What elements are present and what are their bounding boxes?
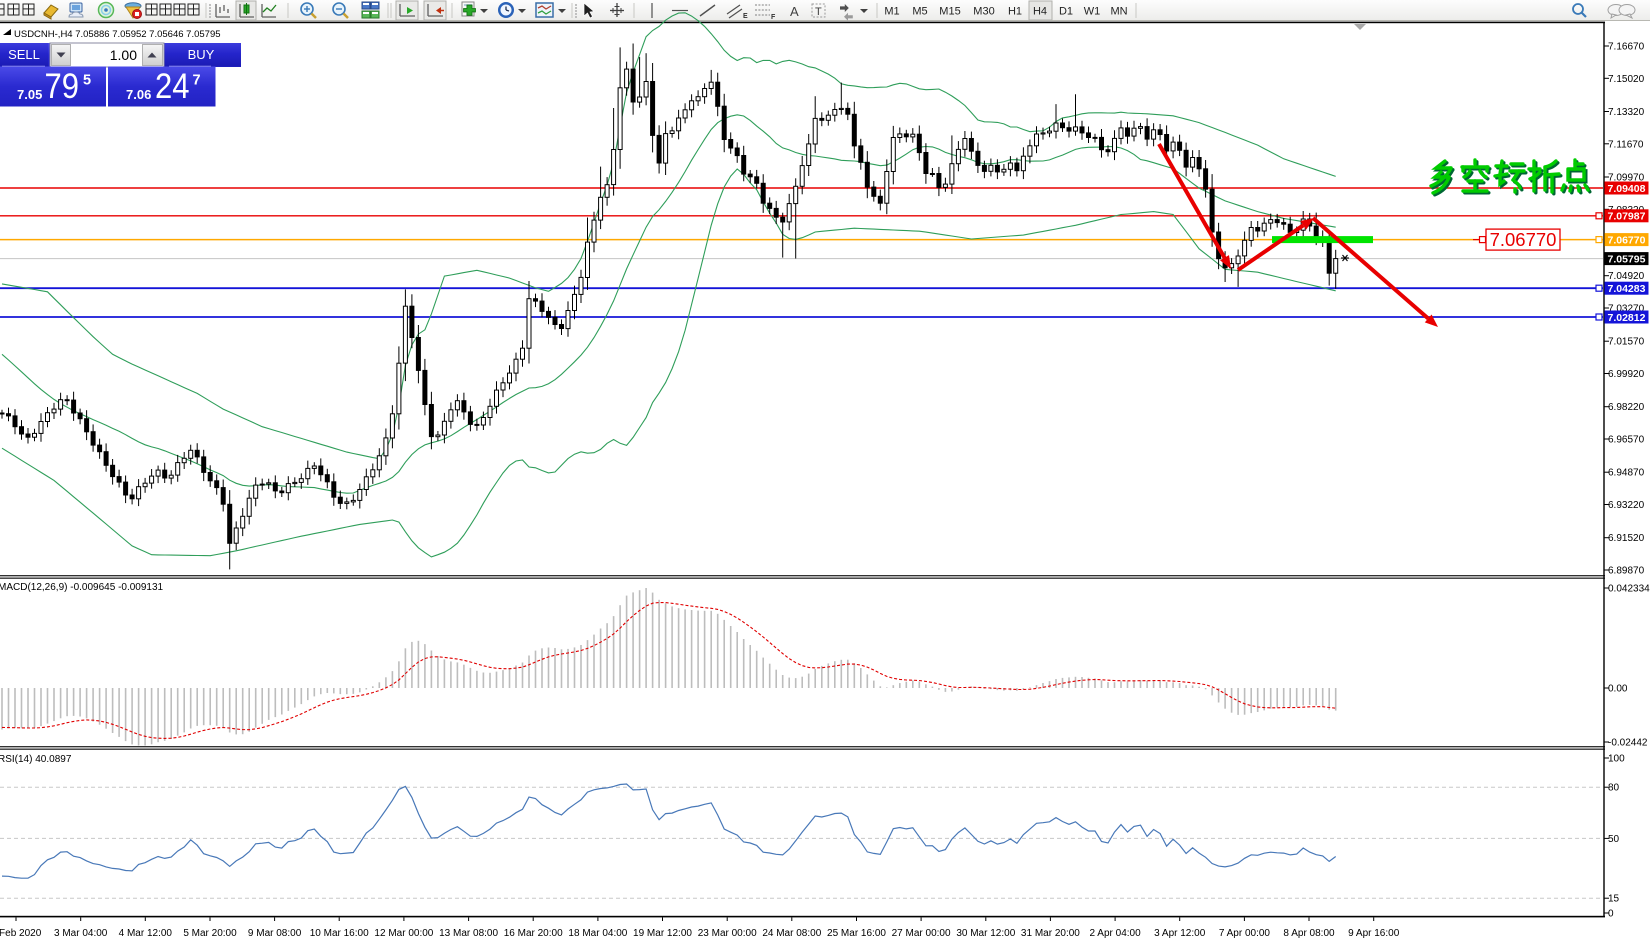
svg-text:27 Mar 00:00: 27 Mar 00:00 [892,928,951,939]
svg-text:6.99920: 6.99920 [1608,369,1645,380]
svg-text:M30: M30 [973,6,994,18]
svg-text:BUY: BUY [188,47,215,62]
svg-text:3 Feb 2020: 3 Feb 2020 [0,928,42,939]
svg-text:9 Mar 08:00: 9 Mar 08:00 [248,928,302,939]
svg-text:7.11670: 7.11670 [1608,139,1644,150]
svg-text:8 Apr 08:00: 8 Apr 08:00 [1283,928,1335,939]
svg-text:7.06770: 7.06770 [1608,234,1646,246]
svg-text:-0.02442: -0.02442 [1608,738,1648,749]
svg-text:80: 80 [1608,783,1620,794]
svg-text:MN: MN [1110,6,1127,18]
svg-text:18 Mar 04:00: 18 Mar 04:00 [568,928,627,939]
svg-text:3 Mar 04:00: 3 Mar 04:00 [54,928,108,939]
svg-text:7.05: 7.05 [17,87,42,102]
svg-text:13 Mar 08:00: 13 Mar 08:00 [439,928,498,939]
svg-text:6.93220: 6.93220 [1608,500,1645,511]
svg-text:7: 7 [193,72,201,88]
svg-text:15: 15 [1608,894,1620,905]
svg-text:M5: M5 [912,6,927,18]
svg-text:2 Apr 04:00: 2 Apr 04:00 [1090,928,1142,939]
svg-text:SELL: SELL [8,47,40,62]
svg-text:25 Mar 16:00: 25 Mar 16:00 [827,928,886,939]
svg-text:6.91520: 6.91520 [1608,533,1645,544]
svg-text:A: A [790,4,799,19]
svg-text:19 Mar 12:00: 19 Mar 12:00 [633,928,692,939]
svg-text:T: T [815,6,822,18]
svg-text:7.05795: 7.05795 [1608,253,1646,265]
svg-text:D1: D1 [1059,6,1073,18]
svg-text:9 Apr 16:00: 9 Apr 16:00 [1348,928,1400,939]
svg-text:10 Mar 16:00: 10 Mar 16:00 [310,928,369,939]
svg-text:E: E [743,13,748,20]
svg-text:1.00: 1.00 [110,47,137,63]
svg-text:7.06770: 7.06770 [1490,229,1557,250]
svg-text:0.00: 0.00 [1608,684,1628,695]
svg-text:12 Mar 00:00: 12 Mar 00:00 [374,928,433,939]
svg-text:RSI(14) 40.0897: RSI(14) 40.0897 [0,754,72,765]
svg-text:6.89870: 6.89870 [1608,566,1645,577]
svg-text:7.02812: 7.02812 [1608,312,1646,324]
svg-text:24 Mar 08:00: 24 Mar 08:00 [762,928,821,939]
svg-text:M1: M1 [884,6,899,18]
svg-text:0: 0 [1608,909,1614,920]
svg-text:7.06: 7.06 [126,87,151,102]
svg-text:6.96570: 6.96570 [1608,435,1645,446]
svg-text:7.13320: 7.13320 [1608,107,1645,118]
svg-text:6.98220: 6.98220 [1608,402,1645,413]
svg-text:100: 100 [1608,754,1625,765]
svg-text:5: 5 [83,72,91,88]
svg-text:3 Apr 12:00: 3 Apr 12:00 [1154,928,1206,939]
svg-text:6.94870: 6.94870 [1608,468,1645,479]
svg-text:7.09408: 7.09408 [1608,183,1646,195]
svg-text:MACD(12,26,9) -0.009645 -0.009: MACD(12,26,9) -0.009645 -0.009131 [0,582,164,593]
svg-text:7 Apr 00:00: 7 Apr 00:00 [1219,928,1271,939]
svg-text:7.07987: 7.07987 [1608,211,1646,223]
svg-text:7.15020: 7.15020 [1608,74,1645,85]
svg-text:4 Mar 12:00: 4 Mar 12:00 [119,928,173,939]
svg-text:30 Mar 12:00: 30 Mar 12:00 [956,928,1015,939]
svg-text:W1: W1 [1084,6,1101,18]
svg-text:7.16670: 7.16670 [1608,42,1645,53]
svg-text:23 Mar 00:00: 23 Mar 00:00 [698,928,757,939]
svg-text:31 Mar 20:00: 31 Mar 20:00 [1021,928,1080,939]
svg-text:0.042334: 0.042334 [1608,584,1650,595]
svg-text:USDCNH-,H4 7.05886 7.05952 7.: USDCNH-,H4 7.05886 7.05952 7.05646 7.057… [14,29,221,40]
svg-text:F: F [771,14,776,21]
svg-text:H1: H1 [1008,6,1022,18]
svg-text:24: 24 [155,67,190,106]
svg-text:7.09970: 7.09970 [1608,173,1645,184]
svg-text:7.04920: 7.04920 [1608,271,1645,282]
svg-text:H4: H4 [1033,6,1047,18]
svg-text:79: 79 [45,67,80,106]
svg-text:50: 50 [1608,834,1620,845]
svg-text:7.04283: 7.04283 [1608,283,1646,295]
svg-text:7.01570: 7.01570 [1608,337,1645,348]
svg-text:16 Mar 20:00: 16 Mar 20:00 [504,928,563,939]
svg-text:5 Mar 20:00: 5 Mar 20:00 [183,928,237,939]
svg-text:M15: M15 [939,6,960,18]
svg-text:7.03270: 7.03270 [1608,304,1645,315]
